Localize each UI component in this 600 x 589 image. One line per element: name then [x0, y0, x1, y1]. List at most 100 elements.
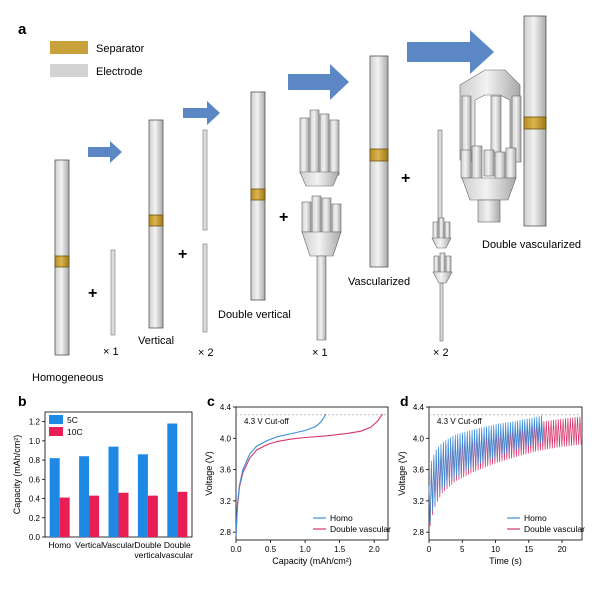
voltage-capacity-chart: 0.0 0.5 1.0 1.5 2.0 2.8 3.2 3.6 4.0 4.4 Capacity (…: [204, 403, 391, 566]
legend-label: 5C: [67, 415, 78, 425]
y-tick-label: 0.8: [29, 456, 41, 465]
x-tick-label: 10: [491, 545, 500, 554]
vascular-electrode-structure: [299, 109, 342, 341]
y-tick-label: 2.8: [220, 528, 232, 537]
panel-d: d 0 5 10 15 20 2.8 3.2 3.6 4.0 4.4 Time (s) Voltage…: [397, 393, 585, 566]
y-tick-label: 4.4: [220, 403, 232, 412]
x-tick-label: Vascular: [102, 540, 135, 550]
electrode-rod: [202, 129, 208, 231]
double-vascularized-caption: Double vascularized: [482, 239, 581, 251]
vertical-caption: Vertical: [138, 335, 174, 347]
legend-swatch: [49, 427, 63, 436]
vascularized-caption: Vascularized: [348, 276, 410, 288]
electrode-rod: [110, 249, 116, 336]
bar-5c: [137, 454, 148, 537]
cutoff-annotation: 4.3 V Cut-off: [437, 417, 483, 426]
plus-sign: +: [88, 285, 97, 302]
x-tick-label: vascular: [161, 550, 193, 560]
y-tick-label: 1.0: [29, 437, 41, 446]
cutoff-annotation: 4.3 V Cut-off: [244, 417, 290, 426]
multiplier-1: × 1: [103, 346, 119, 358]
y-tick-label: 1.2: [29, 418, 41, 427]
legend-label: Homo: [524, 513, 547, 523]
panel-b-label: b: [18, 393, 27, 409]
legend-label: Double vascular: [330, 524, 391, 534]
electrode-swatch: [50, 64, 88, 77]
y-tick-label: 4.0: [413, 434, 425, 443]
x-tick-label: 0.0: [230, 545, 242, 554]
double-vertical-pillar: [250, 91, 266, 301]
bar-10c: [118, 492, 129, 537]
panel-c: c 0.0 0.5 1.0 1.5 2.0 2.8 3.2 3.6 4.0 4.4 Capacity…: [204, 393, 391, 566]
multiplier-3: × 1: [312, 347, 328, 359]
y-axis-label: Voltage (V): [204, 451, 214, 496]
double-vascularized-pillar: [523, 15, 547, 227]
legend-label: 10C: [67, 427, 83, 437]
capacity-bar-chart: 0.0 0.2 0.4 0.6 0.8 1.0 1.2 Capacity (mAh/cm²) H…: [12, 411, 193, 560]
y-tick-label: 3.6: [413, 466, 425, 475]
x-tick-label: 15: [524, 545, 533, 554]
x-tick-label: Double: [164, 540, 191, 550]
x-tick-label: Homo: [48, 540, 71, 550]
arrow-1: [88, 141, 122, 163]
panel-b: b 0.0 0.2 0.4 0.6 0.8 1.0 1.2 Capacity (mAh/cm²…: [12, 393, 193, 560]
panel-c-label: c: [207, 393, 215, 409]
arrow-3: [288, 64, 349, 100]
plus-sign: +: [279, 209, 288, 226]
series-line-double-vascular: [235, 413, 383, 537]
bar-10c: [59, 497, 70, 537]
y-axis-label: Capacity (mAh/cm²): [12, 435, 22, 515]
y-tick-label: 0.6: [29, 475, 41, 484]
separator-band: [54, 255, 70, 268]
x-tick-label: 20: [558, 545, 567, 554]
multiplier-2: × 2: [198, 347, 214, 359]
electrode-legend-label: Electrode: [96, 66, 142, 78]
legend-label: Double vascular: [524, 524, 585, 534]
vertical-pillar: [148, 119, 164, 329]
double-vascular-electrode-structure: [431, 129, 453, 342]
arrow-4: [407, 30, 494, 74]
bar-10c: [177, 491, 188, 537]
multiplier-4: × 2: [433, 347, 449, 359]
y-tick-label: 4.0: [220, 434, 232, 443]
plus-sign: +: [178, 246, 187, 263]
panel-d-label: d: [400, 393, 409, 409]
panel-a: a Separator Electrode + × 1 Homogeneous …: [18, 15, 581, 384]
bar-10c: [89, 495, 100, 537]
y-tick-label: 3.2: [220, 497, 232, 506]
voltage-time-chart: 0 5 10 15 20 2.8 3.2 3.6 4.0 4.4 Time (s) Voltage (…: [397, 403, 585, 566]
electrode-rod: [202, 243, 208, 333]
x-tick-label: 5: [460, 545, 465, 554]
plus-sign: +: [401, 170, 410, 187]
separator-band: [148, 214, 164, 227]
bar-5c: [167, 423, 178, 537]
x-tick-label: Vertical: [75, 540, 103, 550]
x-axis-label: Capacity (mAh/cm²): [272, 556, 352, 566]
y-tick-label: 2.8: [413, 528, 425, 537]
separator-legend-label: Separator: [96, 43, 145, 55]
homogeneous-pillar: [54, 159, 70, 356]
y-tick-label: 0.2: [29, 514, 41, 523]
x-tick-label: 1.0: [300, 545, 312, 554]
bar-5c: [79, 456, 90, 537]
plot-frame: [235, 406, 389, 541]
x-tick-label: Double: [134, 540, 161, 550]
separator-band: [369, 148, 389, 162]
double-vertical-caption: Double vertical: [218, 309, 291, 321]
series-line-homo: [235, 413, 327, 537]
bar-5c: [49, 458, 60, 537]
separator-band: [523, 116, 547, 130]
panel-a-label: a: [18, 21, 27, 38]
separator-swatch: [50, 41, 88, 54]
x-tick-label: vertical: [134, 550, 161, 560]
y-tick-label: 3.6: [220, 466, 232, 475]
legend-label: Homo: [330, 513, 353, 523]
y-tick-label: 0.4: [29, 495, 41, 504]
x-tick-label: 0.5: [265, 545, 277, 554]
double-vascular-exploded-parts: [459, 69, 522, 223]
series-line-homo: [428, 415, 544, 523]
separator-band: [250, 188, 266, 201]
x-tick-label: 1.5: [334, 545, 346, 554]
bar-10c: [147, 495, 158, 537]
bar-5c: [108, 446, 119, 537]
